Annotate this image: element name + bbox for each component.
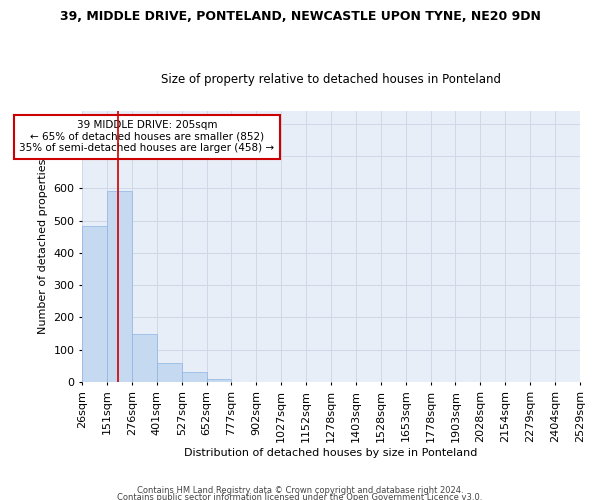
Bar (82, 226, 107, 382)
Bar (206, 380, 232, 382)
Bar (157, 362, 182, 382)
Text: Contains HM Land Registry data © Crown copyright and database right 2024.: Contains HM Land Registry data © Crown c… (137, 486, 463, 495)
Bar (182, 372, 206, 382)
Text: 39, MIDDLE DRIVE, PONTELAND, NEWCASTLE UPON TYNE, NE20 9DN: 39, MIDDLE DRIVE, PONTELAND, NEWCASTLE U… (59, 10, 541, 23)
Bar (107, 191, 132, 382)
X-axis label: Distribution of detached houses by size in Ponteland: Distribution of detached houses by size … (184, 448, 478, 458)
Text: 39 MIDDLE DRIVE: 205sqm
← 65% of detached houses are smaller (852)
35% of semi-d: 39 MIDDLE DRIVE: 205sqm ← 65% of detache… (19, 120, 274, 154)
Title: Size of property relative to detached houses in Ponteland: Size of property relative to detached ho… (161, 73, 501, 86)
Text: Contains public sector information licensed under the Open Government Licence v3: Contains public sector information licen… (118, 494, 482, 500)
Bar (132, 334, 157, 382)
Y-axis label: Number of detached properties: Number of detached properties (38, 158, 48, 334)
